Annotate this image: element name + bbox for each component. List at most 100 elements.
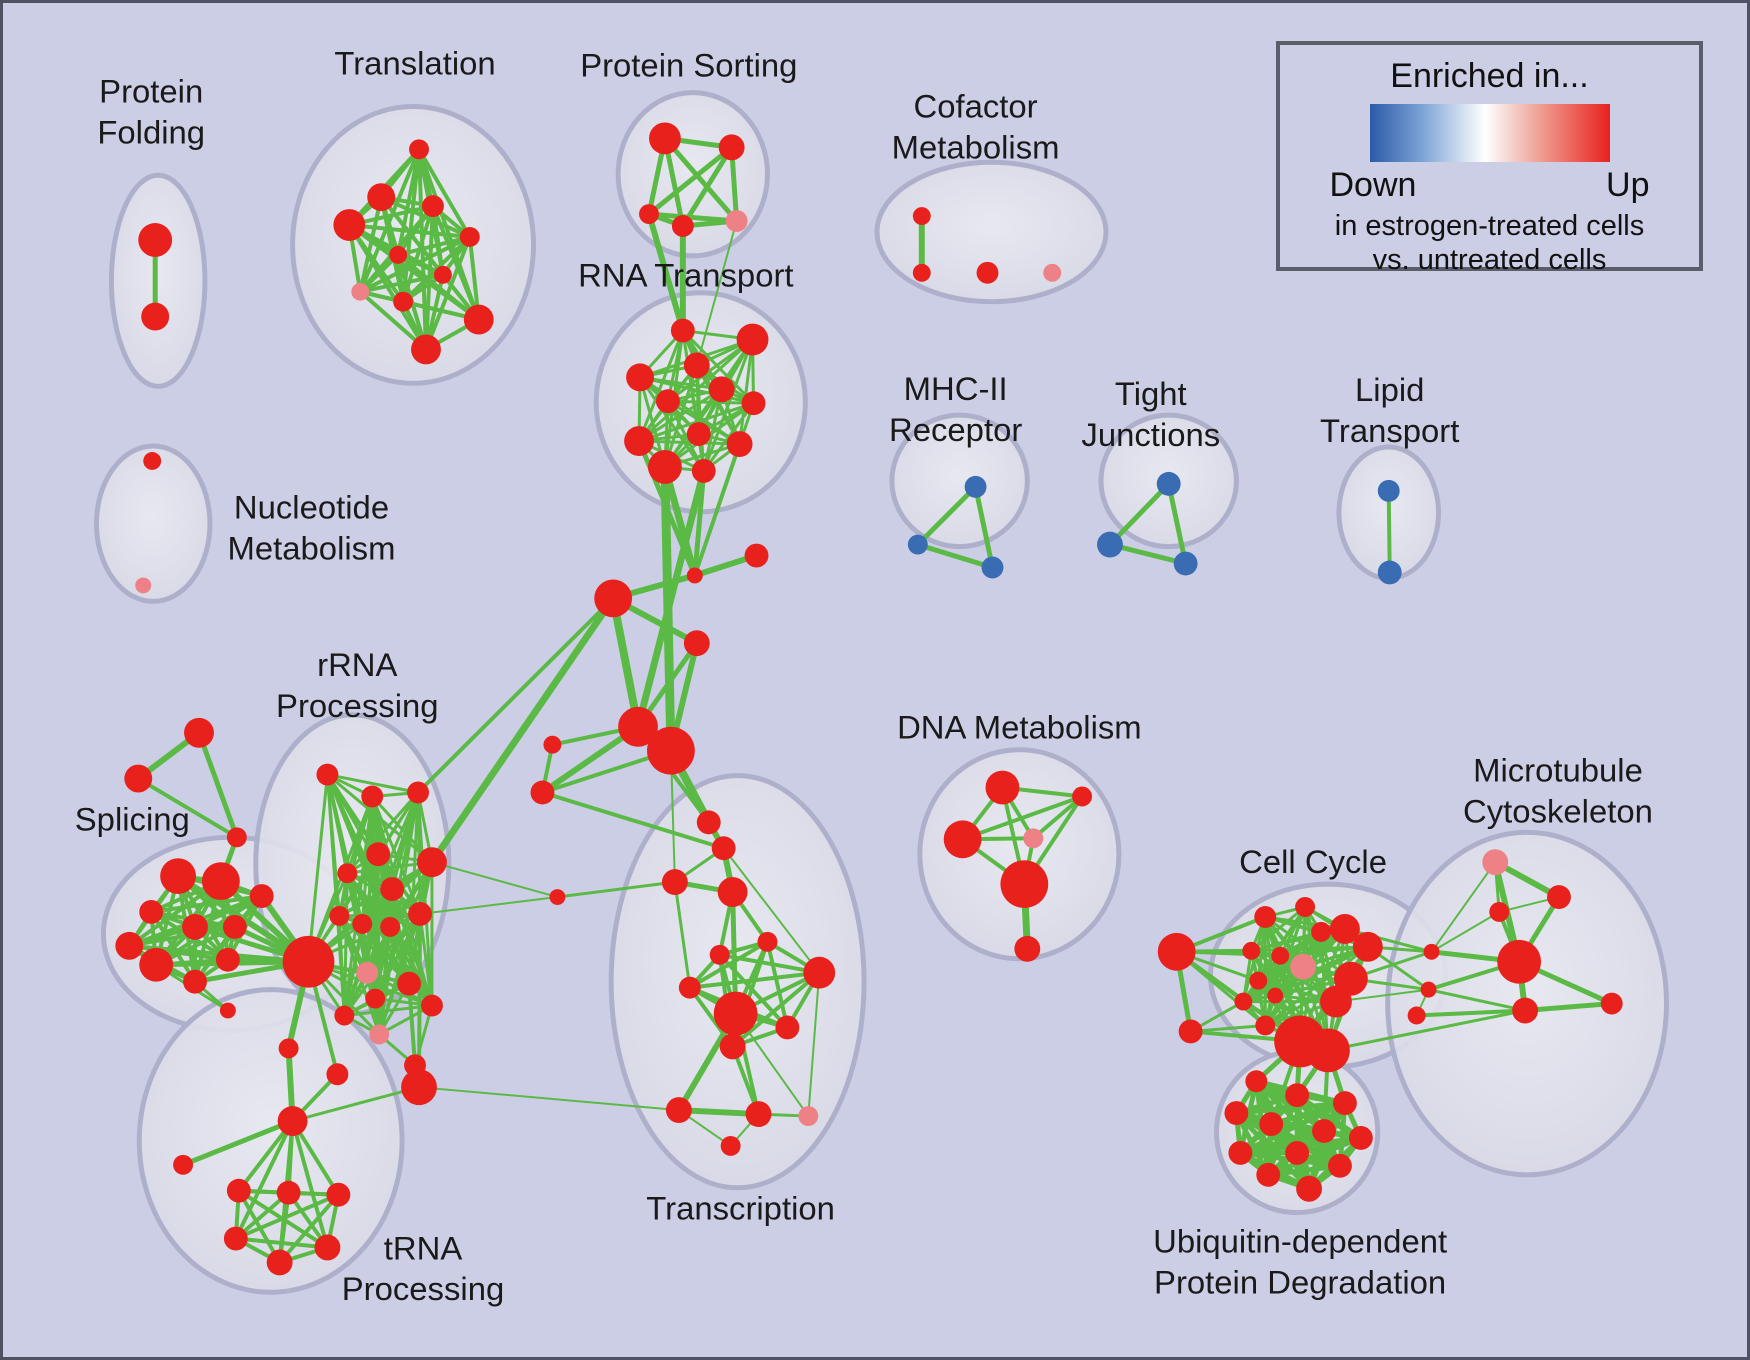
gene-set-node-83	[139, 947, 174, 982]
gene-set-node-108	[665, 1097, 692, 1124]
gene-set-node-127	[1290, 953, 1317, 980]
cluster-label-line: Transport	[1320, 412, 1459, 449]
gene-set-node-62	[380, 877, 405, 902]
gene-set-node-151	[1348, 1126, 1373, 1150]
gene-set-node-148	[1224, 1101, 1249, 1126]
gene-set-node-117	[1014, 935, 1041, 962]
edge	[347, 223, 472, 239]
cluster-label-cell-cycle: Cell Cycle	[1239, 843, 1387, 880]
cluster-label-line: Protein	[99, 73, 203, 110]
cluster-label-line: Nucleotide	[234, 489, 389, 526]
gene-set-node-44	[686, 567, 703, 584]
edge	[695, 220, 738, 367]
gene-set-node-133	[1333, 961, 1368, 996]
gene-set-node-90	[173, 1154, 194, 1175]
edge	[233, 1192, 341, 1241]
gene-set-node-53	[184, 717, 214, 748]
edge	[637, 439, 742, 446]
edge	[407, 981, 418, 1068]
edge	[418, 1086, 680, 1112]
gene-set-node-38	[981, 556, 1004, 579]
edge	[277, 1192, 341, 1265]
cluster-label-line: Cofactor	[913, 87, 1037, 124]
edge	[180, 1118, 296, 1168]
edge	[136, 776, 239, 840]
gene-set-node-92	[276, 1180, 301, 1205]
gene-set-node-120	[1254, 905, 1277, 928]
gene-set-node-121	[1295, 897, 1316, 917]
cluster-label-translation: Translation	[334, 45, 495, 82]
gene-set-node-115	[1023, 828, 1044, 849]
cluster-label-line: DNA Metabolism	[897, 709, 1142, 746]
gene-set-node-125	[1242, 941, 1261, 960]
gene-set-node-67	[282, 935, 335, 988]
gene-set-node-150	[1312, 1119, 1336, 1143]
edge	[692, 442, 742, 578]
nodes-layer	[115, 122, 1623, 1276]
gene-set-node-130	[1234, 992, 1253, 1011]
cluster-label-line: Metabolism	[892, 128, 1060, 165]
gene-set-node-9	[351, 282, 370, 301]
cluster-label-line: Folding	[97, 113, 205, 150]
gene-set-node-22	[670, 318, 695, 343]
gene-set-node-66	[408, 902, 432, 926]
edge	[416, 596, 616, 795]
gene-set-node-61	[337, 863, 358, 884]
edge	[638, 375, 756, 405]
gene-set-node-81	[222, 914, 247, 939]
gene-set-node-34	[143, 452, 162, 470]
gene-set-node-63	[329, 905, 350, 926]
gene-set-node-3	[367, 183, 396, 212]
cluster-label-transcription: Transcription	[646, 1190, 835, 1227]
cluster-label-rrna-processing: rRNA Processing	[276, 646, 438, 724]
edge	[1265, 1163, 1343, 1178]
gene-set-node-29	[686, 422, 711, 447]
gene-set-node-21	[1043, 263, 1062, 282]
cluster-label-tight-junctions: Tight Junctions	[1081, 375, 1220, 453]
gene-set-node-112	[985, 770, 1020, 805]
gene-set-node-8	[433, 265, 452, 284]
edge	[418, 912, 434, 1008]
edge	[419, 896, 559, 915]
edge	[345, 791, 420, 875]
edge	[342, 1004, 434, 1018]
cluster-label-line: Ubiquitin-dependent	[1153, 1222, 1447, 1259]
cluster-label-line: Translation	[334, 45, 495, 82]
gene-set-node-6	[459, 227, 480, 247]
edge	[637, 401, 756, 443]
gene-set-node-86	[219, 1002, 236, 1019]
cluster-label-line: tRNA	[384, 1229, 463, 1266]
gene-set-node-36	[964, 475, 987, 498]
edge	[666, 399, 756, 405]
edge	[765, 939, 790, 1030]
cluster-label-rna-transport: RNA Transport	[578, 257, 793, 294]
gene-set-node-37	[907, 534, 928, 555]
edge	[637, 329, 685, 443]
gene-set-node-146	[1285, 1083, 1310, 1108]
gene-set-node-68	[356, 961, 379, 984]
cluster-label-line: Microtubule	[1473, 752, 1643, 789]
gene-set-node-109	[745, 1101, 772, 1128]
gene-set-node-18	[912, 207, 931, 226]
gene-set-node-82	[115, 931, 144, 960]
gene-set-node-19	[912, 263, 931, 282]
gene-set-node-96	[266, 1249, 293, 1276]
gene-set-node-33	[691, 458, 716, 483]
cluster-label-protein-sorting: Protein Sorting	[580, 47, 797, 84]
edge	[540, 790, 726, 851]
gene-set-node-101	[757, 931, 778, 952]
gene-set-node-69	[397, 971, 422, 996]
gene-set-node-1	[141, 302, 170, 331]
gene-set-node-7	[389, 245, 408, 264]
gene-set-node-64	[352, 913, 373, 934]
gene-set-node-116	[1000, 860, 1049, 908]
edge	[646, 144, 735, 217]
edge	[430, 861, 559, 899]
edge	[291, 1085, 421, 1123]
gene-set-node-12	[411, 334, 441, 365]
gene-set-node-54	[124, 764, 153, 793]
edge	[730, 970, 822, 1049]
gene-set-node-28	[741, 391, 766, 416]
gene-set-node-118	[1157, 932, 1196, 971]
gene-set-node-141	[1420, 981, 1437, 998]
